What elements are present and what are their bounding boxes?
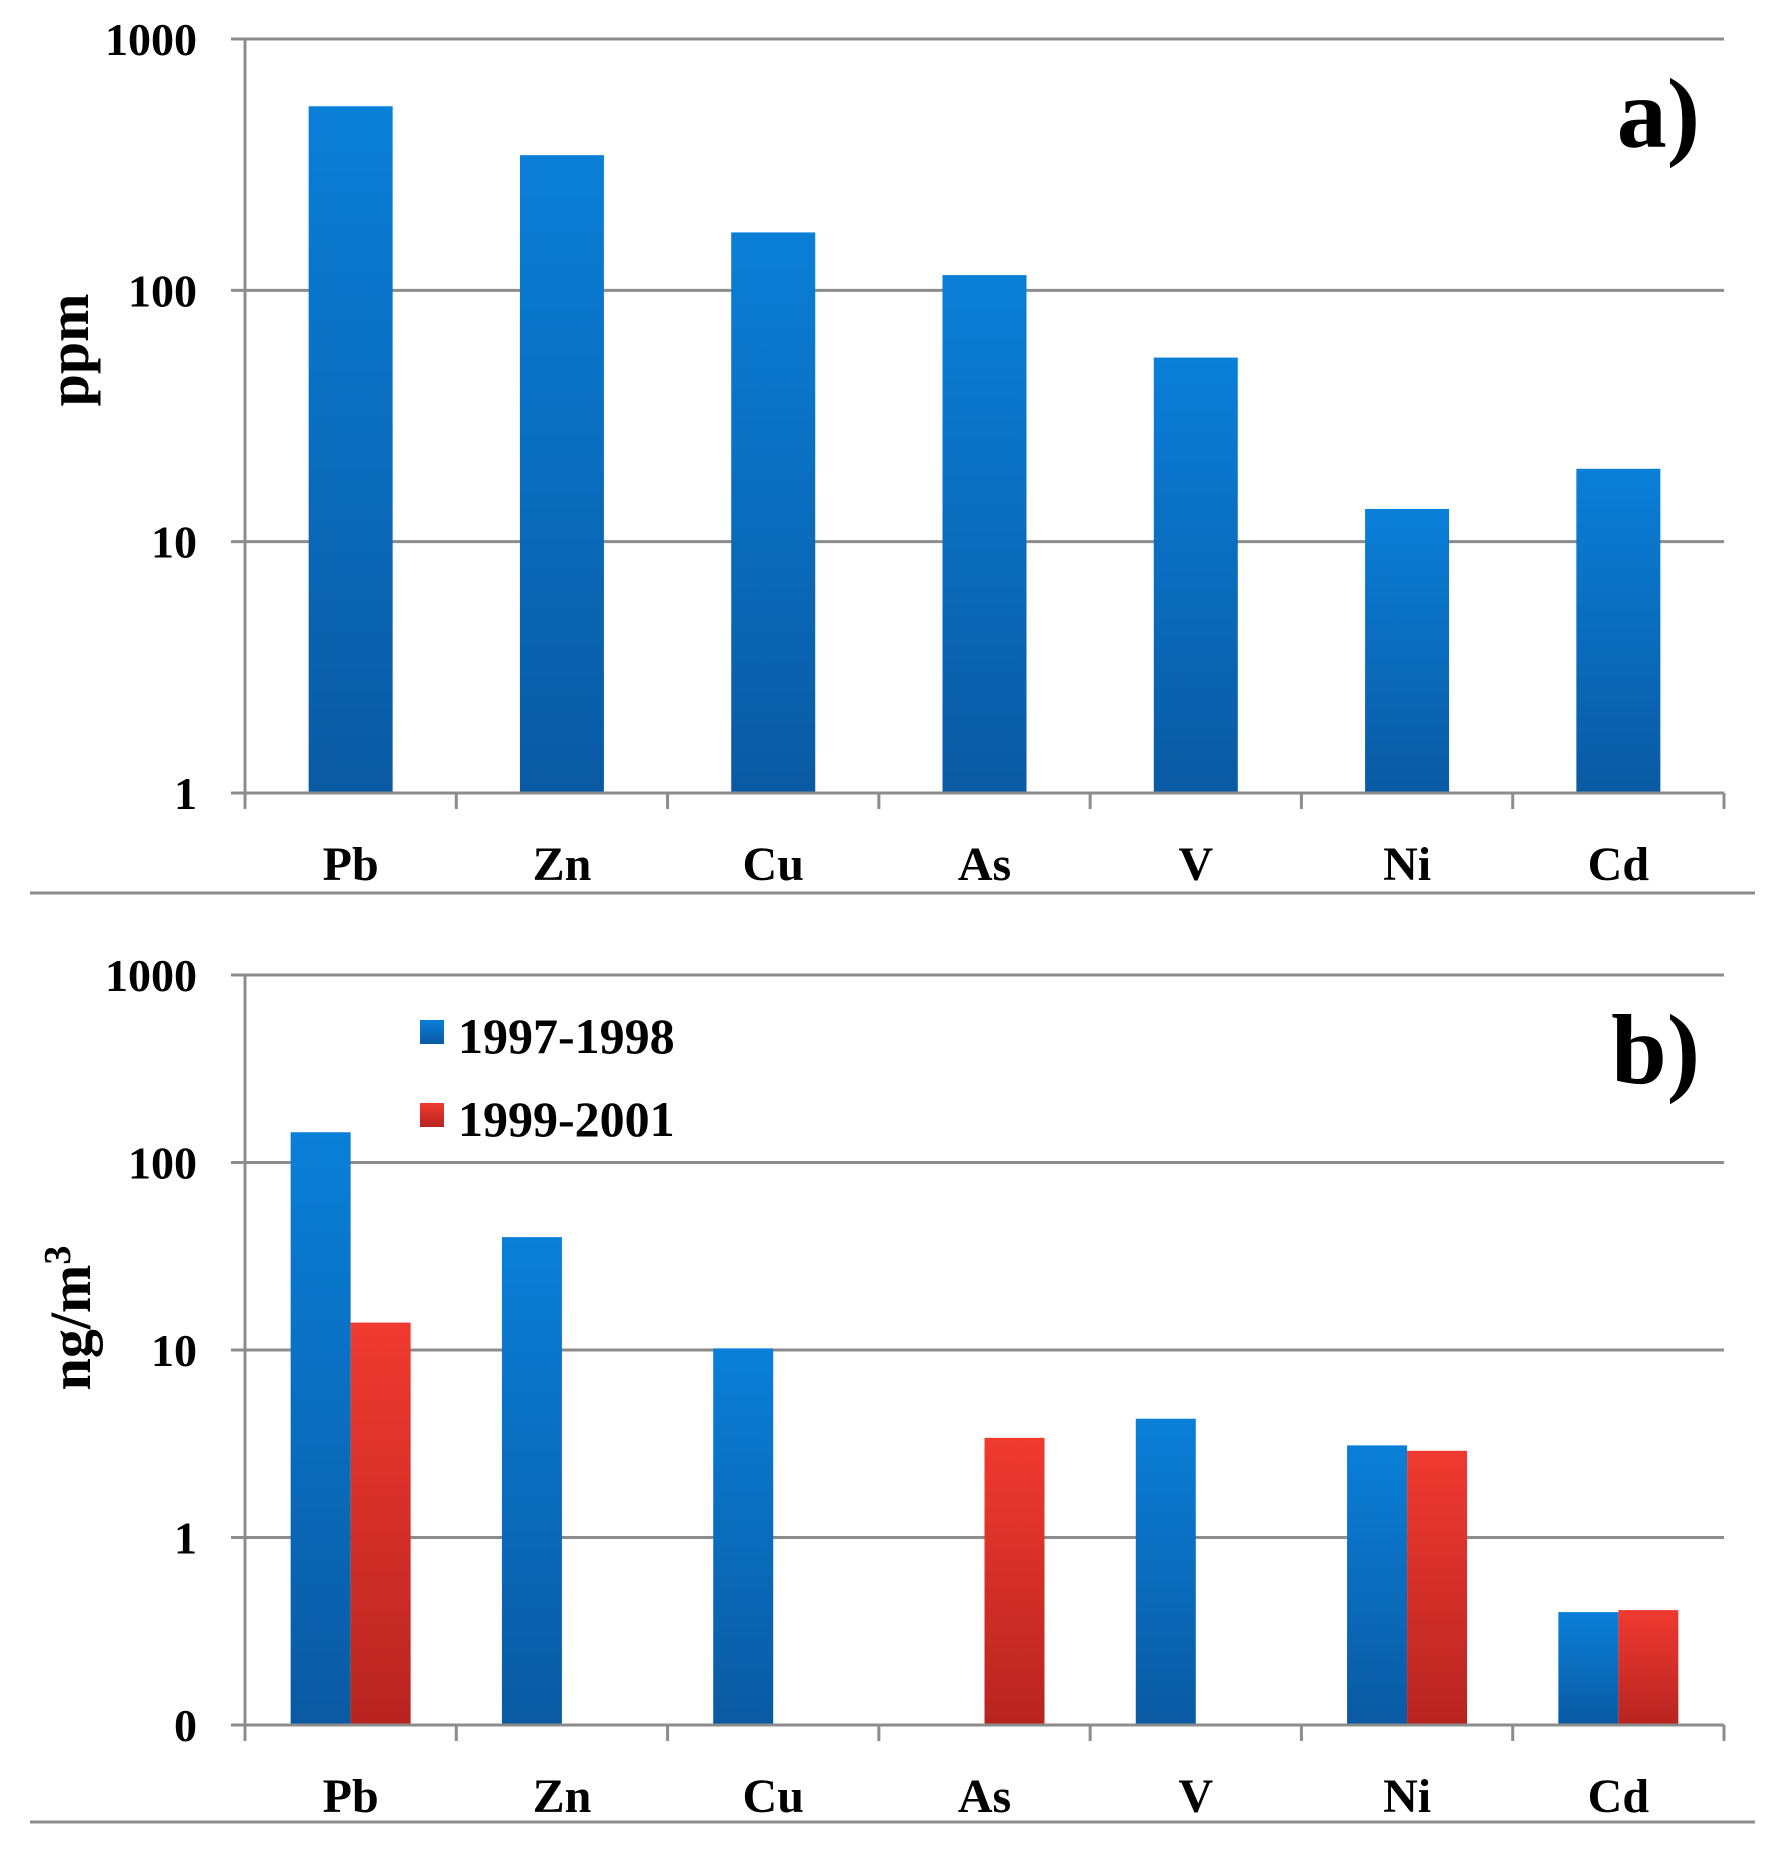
panel-b-gridlines: [245, 973, 1724, 1539]
panel-b-y-tick-label: 0: [174, 1700, 197, 1751]
panel-a-category-label-as: As: [958, 838, 1011, 891]
panel-a-bar-cu: [731, 232, 816, 792]
legend-swatch-1999-2001: [420, 1103, 444, 1127]
panel-b-y-tick-label: 10: [151, 1325, 197, 1376]
panel-b-bar-cd-1999-2001: [1618, 1610, 1679, 1724]
legend-label-1999-2001: 1999-2001: [458, 1091, 675, 1147]
panel-b-bar-cu-1997-1998: [713, 1348, 774, 1724]
panel-a-category-labels: Pb Zn Cu As V Ni Cd: [323, 838, 1650, 891]
legend-item-1999-2001: 1999-2001: [420, 1091, 675, 1147]
panel-a-bar-ni: [1365, 508, 1450, 792]
panel-a-category-label-zn: Zn: [533, 838, 592, 891]
panel-a-category-label-v: V: [1178, 838, 1213, 891]
panel-a-y-tick-label: 100: [128, 265, 197, 316]
panel-b-y-axis-title-main: ng/m: [38, 1265, 103, 1391]
panel-a-y-tick-label: 1: [174, 768, 197, 819]
panel-b-bar-v-1997-1998: [1135, 1418, 1196, 1724]
panel-b-bar-cd-1997-1998: [1558, 1612, 1619, 1724]
panel-b-category-label-as: As: [958, 1770, 1011, 1823]
panel-a-y-tick-label: 10: [151, 517, 197, 568]
panel-b-y-tick-label: 100: [128, 1138, 197, 1189]
panel-a-category-label-pb: Pb: [323, 838, 379, 891]
panel-a-bars: [308, 106, 1661, 792]
panel-b-bars: [290, 1132, 1679, 1724]
panel-b-y-axis-title: ng/m3: [37, 1246, 103, 1391]
panel-b-bar-ni-1997-1998: [1347, 1445, 1408, 1724]
panel-a-category-label-cu: Cu: [743, 838, 804, 891]
panel-b-bar-ni-1999-2001: [1407, 1450, 1468, 1724]
panel-b-label: b): [1611, 994, 1700, 1105]
legend-label-1997-1998: 1997-1998: [458, 1008, 675, 1064]
legend-swatch-1997-1998: [420, 1020, 444, 1044]
panel-a-bar-as: [942, 275, 1027, 792]
panel-b-category-label-pb: Pb: [323, 1770, 379, 1823]
panel-b-bar-pb-1999-2001: [350, 1322, 411, 1724]
panel-b-chart: 0 1 10 100 1000 Pb Zn Cu As V Ni Cd ng/m3 b) 1997-…: [37, 950, 1726, 1823]
panel-a-category-label-cd: Cd: [1588, 838, 1650, 891]
panel-a-bar-v: [1153, 357, 1238, 792]
panel-a-bar-pb: [308, 106, 393, 792]
panel-b-axes: [231, 973, 1726, 1741]
panel-a-category-label-ni: Ni: [1383, 838, 1431, 891]
panel-a-axes: [231, 37, 1726, 809]
panel-a-label: a): [1617, 58, 1700, 169]
panel-b-bar-zn-1997-1998: [501, 1237, 562, 1724]
panel-b-category-labels: Pb Zn Cu As V Ni Cd: [323, 1770, 1650, 1823]
panel-b-category-label-zn: Zn: [533, 1770, 592, 1823]
panel-a-bar-cd: [1576, 468, 1661, 792]
panel-b-category-label-cu: Cu: [743, 1770, 804, 1823]
panel-b-y-axis-title-superscript: 3: [37, 1246, 79, 1265]
panel-b-category-label-cd: Cd: [1588, 1770, 1650, 1823]
panel-b-y-tick-label: 1: [174, 1513, 197, 1564]
legend: 1997-1998 1999-2001: [420, 1008, 675, 1147]
panel-a-y-tick-labels: 1 10 100 1000: [105, 14, 197, 819]
panel-a-bar-zn: [519, 155, 604, 792]
panel-b-category-label-v: V: [1178, 1770, 1213, 1823]
panel-b-bar-pb-1997-1998: [290, 1132, 351, 1724]
legend-item-1997-1998: 1997-1998: [420, 1008, 675, 1064]
panel-a-chart: 1 10 100 1000 Pb Zn Cu As V Ni Cd ppm a): [36, 14, 1726, 891]
panel-a-y-tick-label: 1000: [105, 14, 197, 65]
panel-b-bar-as-1999-2001: [984, 1437, 1045, 1724]
panel-a-y-axis-title: ppm: [36, 294, 101, 407]
panel-b-y-tick-labels: 0 1 10 100 1000: [105, 950, 197, 1751]
panel-b-y-tick-label: 1000: [105, 950, 197, 1001]
panel-b-category-label-ni: Ni: [1383, 1770, 1431, 1823]
